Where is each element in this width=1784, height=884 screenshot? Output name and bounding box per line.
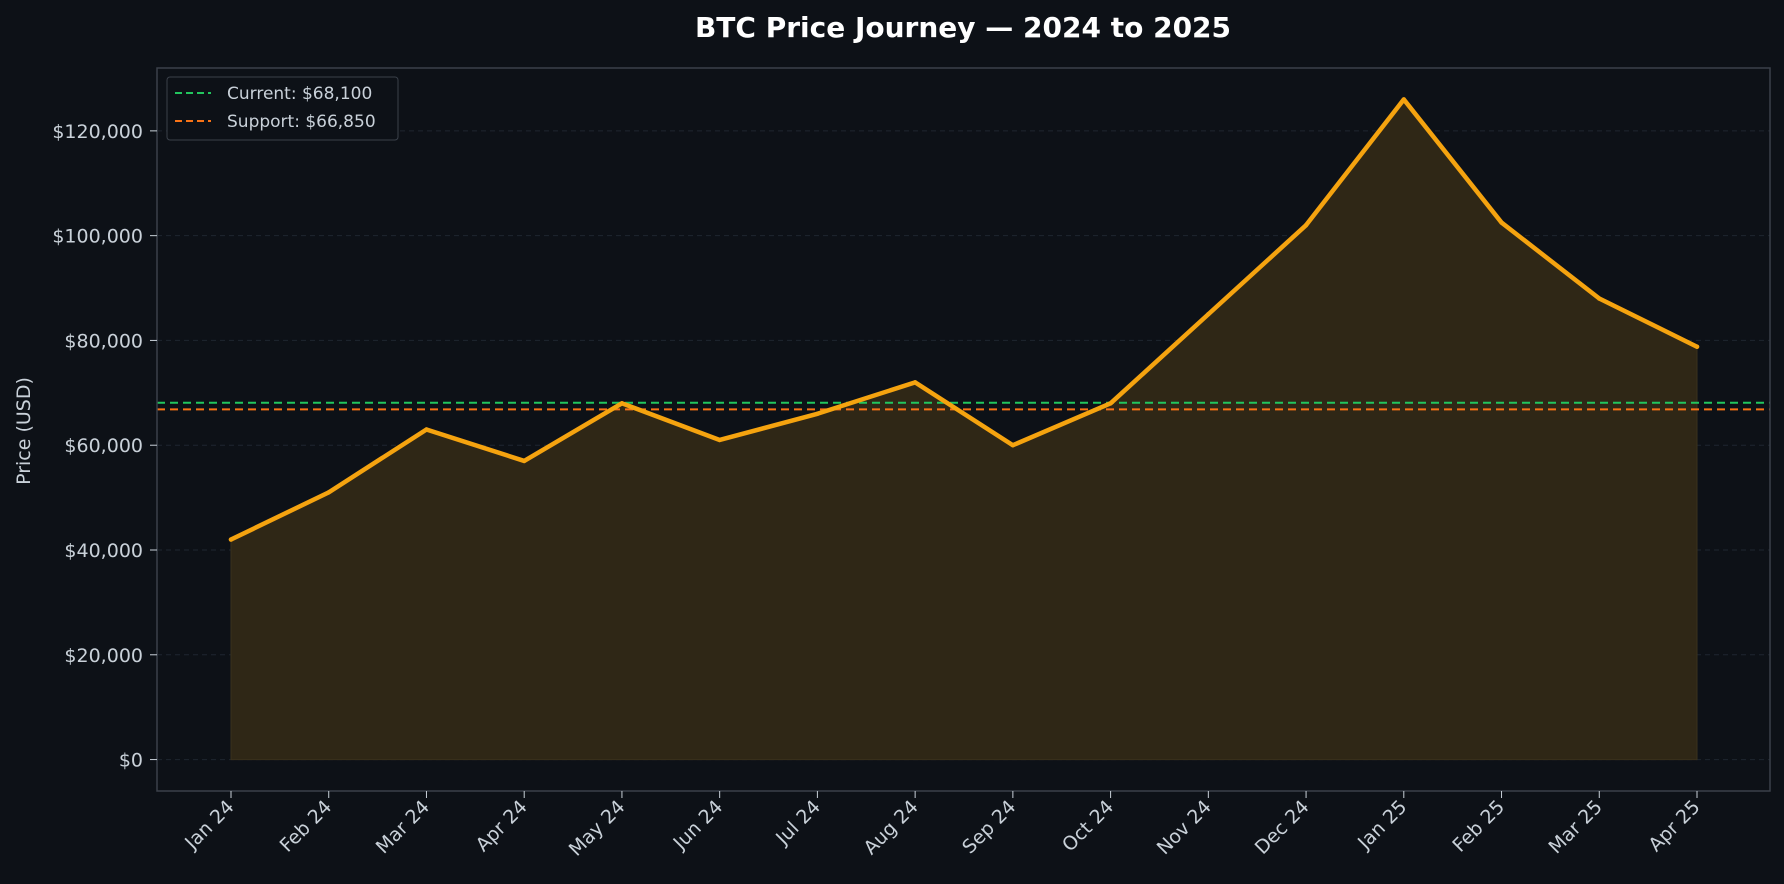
- data-point: [228, 537, 234, 542]
- x-tick-label: Aug 24: [860, 796, 923, 859]
- x-tick-label: Jun 24: [669, 796, 728, 855]
- y-tick-label: $40,000: [64, 540, 143, 562]
- data-point: [1010, 443, 1016, 448]
- y-tick-label: $60,000: [64, 435, 143, 457]
- x-axis-ticks: Jan 24 Feb 24 Mar 24 Apr 24 May 24 Jun 24 Jul …: [180, 791, 1705, 861]
- y-tick-label: $100,000: [52, 226, 143, 248]
- x-tick-label: Oct 24: [1058, 796, 1118, 856]
- data-point: [1499, 220, 1504, 225]
- x-tick-label: Jul 24: [771, 796, 825, 850]
- x-tick-label: Dec 24: [1251, 796, 1314, 859]
- x-tick-label: Nov 24: [1153, 796, 1216, 859]
- x-tick-label: Apr 24: [472, 796, 532, 856]
- data-point: [1597, 296, 1602, 301]
- y-axis-label: Price (USD): [13, 377, 35, 485]
- legend-box: [166, 76, 399, 141]
- x-tick-label: Feb 25: [1448, 796, 1509, 857]
- data-point: [424, 427, 429, 432]
- x-tick-label: May 24: [565, 796, 630, 861]
- data-points: [228, 97, 1700, 542]
- x-tick-label: Feb 24: [276, 796, 337, 857]
- x-tick-label: Mar 25: [1545, 796, 1607, 858]
- y-axis-ticks: $0 $20,000 $40,000 $60,000 $80,000 $100,000 $1…: [52, 121, 157, 772]
- legend-label: Support: $66,850: [227, 112, 376, 132]
- plot-frame: [156, 67, 1771, 792]
- price-line: [228, 97, 1700, 542]
- x-tick-label: Mar 24: [372, 796, 434, 858]
- y-tick-label: $120,000: [52, 121, 143, 143]
- data-point: [1694, 344, 1700, 349]
- data-point: [1303, 222, 1309, 228]
- y-tick-label: $0: [119, 750, 143, 772]
- x-tick-label: Jan 25: [1353, 796, 1411, 854]
- y-tick-label: $80,000: [64, 330, 143, 352]
- data-point: [815, 411, 820, 416]
- data-point: [619, 401, 625, 406]
- data-point: [326, 490, 331, 495]
- data-point: [1401, 97, 1407, 102]
- data-point: [912, 380, 918, 385]
- legend-label: Current: $68,100: [227, 84, 372, 104]
- y-tick-label: $20,000: [64, 645, 143, 667]
- data-point: [522, 458, 527, 464]
- x-tick-label: Jan 24: [180, 796, 238, 854]
- data-point: [1108, 401, 1113, 406]
- data-point: [717, 437, 722, 443]
- chart-title: BTC Price Journey — 2024 to 2025: [695, 11, 1231, 44]
- reference-lines: [157, 401, 1770, 411]
- x-tick-label: Apr 25: [1644, 796, 1704, 856]
- x-tick-label: Sep 24: [958, 796, 1020, 858]
- data-point: [1206, 312, 1211, 317]
- legend: Current: $68,100 Support: $66,850: [166, 76, 399, 141]
